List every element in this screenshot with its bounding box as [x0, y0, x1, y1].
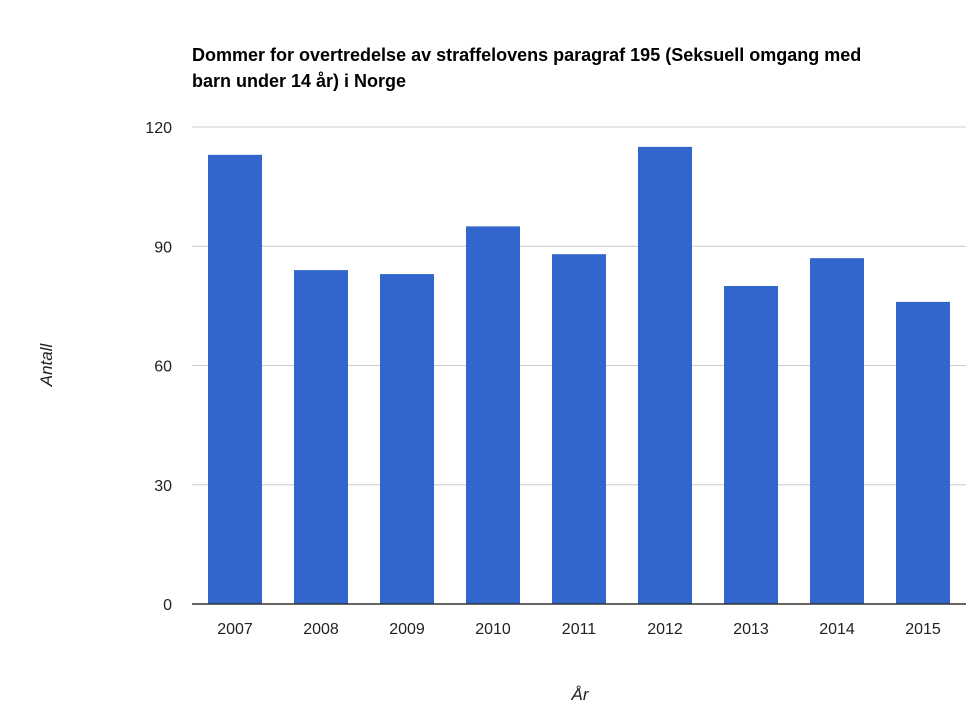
bar-2015 — [896, 301, 950, 604]
bar-2014 — [810, 258, 864, 604]
y-tick-label: 30 — [154, 478, 172, 495]
bar-2008 — [294, 270, 348, 604]
x-tick-label: 2012 — [647, 621, 683, 638]
y-tick-label: 90 — [154, 239, 172, 256]
x-tick-label: 2015 — [905, 621, 941, 638]
bar-2013 — [724, 286, 778, 604]
x-tick-label: 2010 — [475, 621, 511, 638]
chart-title-line-2: barn under 14 år) i Norge — [192, 71, 407, 91]
y-tick-label: 0 — [163, 597, 172, 614]
bars — [208, 146, 950, 604]
x-tick-label: 2009 — [389, 621, 425, 638]
x-tick-label: 2011 — [562, 621, 597, 638]
y-tick-label: 120 — [145, 120, 172, 137]
bar-2011 — [552, 254, 606, 604]
chart-title: Dommer for overtredelse av straffelovens… — [192, 42, 972, 94]
bar-2012 — [638, 146, 692, 604]
tick-labels: 0 30 60 90 120 2007 2008 2009 2010 2011 2012 2013 20… — [145, 120, 941, 638]
x-tick-label: 2007 — [217, 621, 253, 638]
bar-2009 — [380, 274, 434, 604]
chart-title-line-1: Dommer for overtredelse av straffelovens… — [192, 45, 862, 65]
x-axis-title: År — [571, 685, 590, 704]
x-tick-label: 2013 — [733, 621, 769, 638]
x-tick-label: 2008 — [303, 621, 339, 638]
x-tick-label: 2014 — [819, 621, 855, 638]
bar-2010 — [466, 226, 520, 604]
y-tick-label: 60 — [154, 359, 172, 376]
y-axis-title: Antall — [37, 343, 56, 388]
bar-2007 — [208, 154, 262, 604]
